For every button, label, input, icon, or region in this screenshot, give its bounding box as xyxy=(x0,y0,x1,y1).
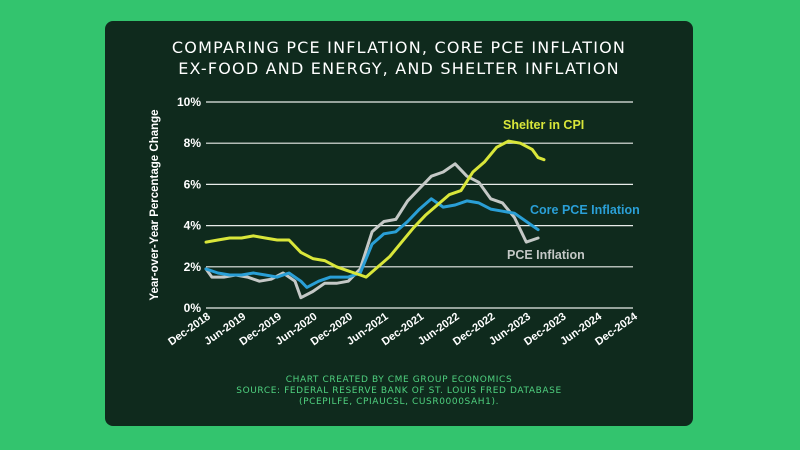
x-axis-ticks: Dec-2018Jun-2019Dec-2019Jun-2020Dec-2020… xyxy=(166,310,640,348)
grid-lines xyxy=(206,101,633,309)
y-axis-ticks: 0% 2% 4% 6% 8% 10% xyxy=(177,95,201,315)
y-tick-label: 8% xyxy=(184,136,202,150)
y-tick-label: 2% xyxy=(184,260,202,274)
y-axis-label: Year-over-Year Percentage Change xyxy=(149,109,161,300)
series-lines xyxy=(204,139,546,300)
chart-title-line-2: EX-FOOD AND ENERGY, AND SHELTER INFLATIO… xyxy=(178,59,620,78)
footer-series-codes: (PCEPILFE, CPIAUCSL, CUSR0000SAH1). xyxy=(298,397,500,407)
y-tick-label: 6% xyxy=(184,177,202,191)
series-line-core-pce-inflation xyxy=(204,197,540,289)
series-label-core-pce-inflation: Core PCE Inflation xyxy=(530,203,640,217)
chart-title: COMPARING PCE INFLATION, CORE PCE INFLAT… xyxy=(105,37,693,79)
chart-card: COMPARING PCE INFLATION, CORE PCE INFLAT… xyxy=(105,21,693,426)
y-tick-label: 0% xyxy=(184,301,202,315)
footer-source: SOURCE: FEDERAL RESERVE BANK OF ST. LOUI… xyxy=(236,386,562,396)
y-tick-label: 4% xyxy=(184,219,202,233)
series-line-shelter-in-cpi xyxy=(204,139,546,279)
series-line-pce-inflation xyxy=(204,162,540,300)
line-chart: 0% 2% 4% 6% 8% 10% Dec-2018Jun-2019Dec-2019Ju… xyxy=(149,95,640,348)
series-label-pce-inflation: PCE Inflation xyxy=(507,248,585,262)
chart-title-line-1: COMPARING PCE INFLATION, CORE PCE INFLAT… xyxy=(171,38,627,57)
chart-footer: CHART CREATED BY CME GROUP ECONOMICS SOU… xyxy=(105,375,693,408)
y-tick-label: 10% xyxy=(177,95,201,109)
series-label-shelter-in-cpi: Shelter in CPI xyxy=(503,118,584,132)
footer-credit: CHART CREATED BY CME GROUP ECONOMICS xyxy=(285,375,513,385)
